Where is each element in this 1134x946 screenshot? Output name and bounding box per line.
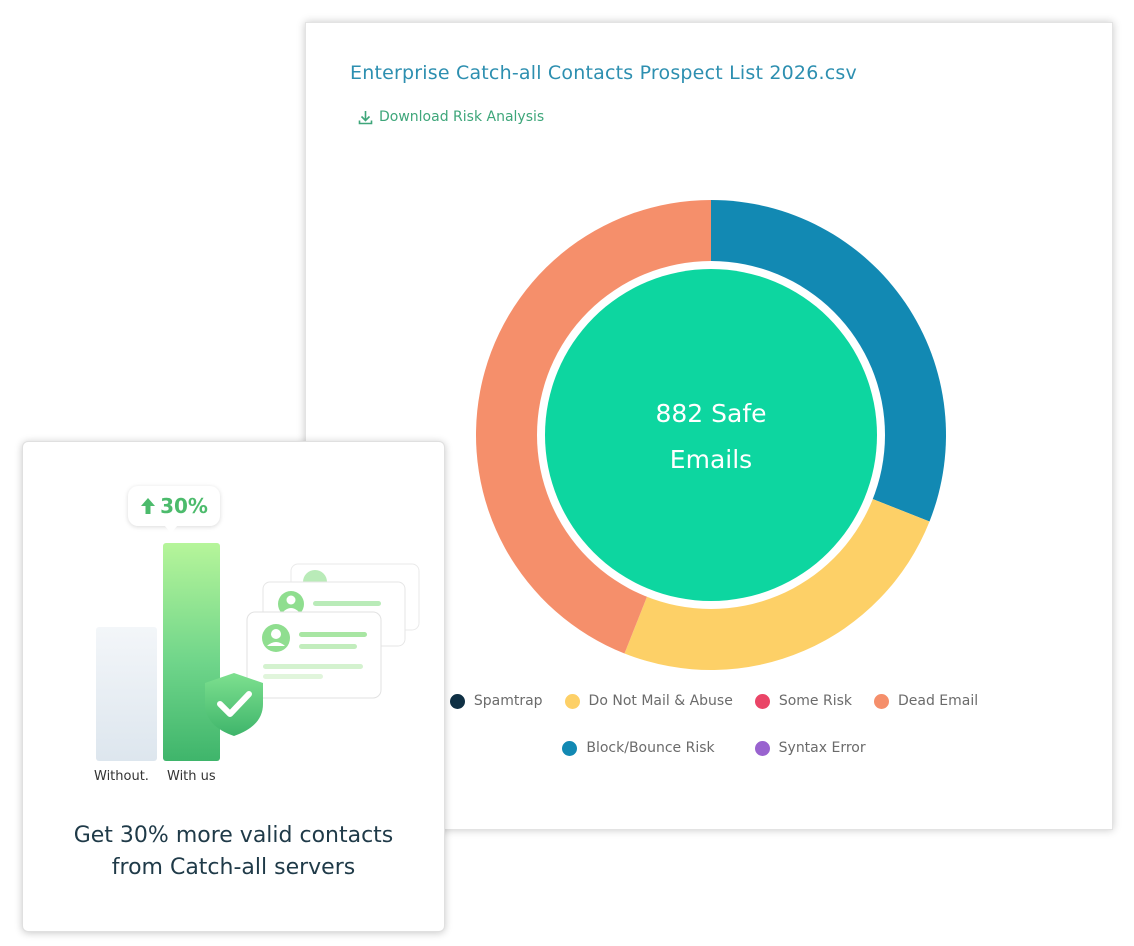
promo-card: 30% Without. With us Get 30% more valid … (22, 441, 445, 932)
legend-dot (754, 740, 770, 756)
legend-label: Dead Email (898, 693, 979, 709)
legend-row-2: Block/Bounce Risk Syntax Error (306, 740, 1112, 756)
legend-item-spamtrap[interactable]: Spamtrap (449, 693, 543, 709)
legend-label: Some Risk (778, 693, 852, 709)
center-label-line-1: 882 Safe (655, 399, 766, 428)
legend-item-do-not-mail[interactable]: Do Not Mail & Abuse (564, 693, 733, 709)
bar-with-label: With us (167, 769, 216, 784)
legend-dot (754, 693, 770, 709)
legend-item-block-bounce[interactable]: Block/Bounce Risk (562, 740, 715, 756)
download-icon (358, 110, 373, 124)
legend-label: Block/Bounce Risk (586, 740, 715, 756)
promo-headline: Get 30% more valid contacts from Catch-a… (23, 820, 444, 884)
promo-headline-line-2: from Catch-all servers (111, 855, 356, 880)
bar-without (96, 627, 157, 761)
legend-label: Do Not Mail & Abuse (588, 693, 733, 709)
contact-card-front (246, 611, 382, 699)
legend-label: Syntax Error (778, 740, 866, 756)
arrow-up-icon (141, 498, 156, 514)
growth-badge: 30% (128, 486, 220, 533)
legend-dot (874, 693, 889, 709)
bar-without-label: Without. (94, 769, 149, 784)
risk-report-card: Enterprise Catch-all Contacts Prospect L… (305, 22, 1113, 830)
download-risk-analysis-link[interactable]: Download Risk Analysis (358, 109, 544, 125)
badge-text: 30% (160, 494, 208, 518)
legend-row-1: Spamtrap Do Not Mail & Abuse Some Risk D… (306, 693, 1112, 709)
bar-with-us (163, 543, 220, 761)
legend-dot (564, 693, 580, 709)
promo-headline-line-1: Get 30% more valid contacts (73, 823, 394, 848)
legend-item-some-risk[interactable]: Some Risk (754, 693, 852, 709)
promo-illustration (96, 543, 420, 761)
file-title: Enterprise Catch-all Contacts Prospect L… (350, 62, 857, 84)
center-label-line-2: Emails (670, 445, 752, 474)
donut-chart: 882 Safe Emails (476, 200, 946, 670)
download-label: Download Risk Analysis (379, 109, 545, 125)
legend-item-syntax-error[interactable]: Syntax Error (754, 740, 866, 756)
legend-label: Spamtrap (473, 693, 543, 709)
shield-check-icon (205, 673, 263, 736)
safe-emails-circle (545, 269, 877, 601)
legend-dot (449, 693, 465, 709)
legend-item-dead-email[interactable]: Dead Email (874, 693, 978, 709)
legend-dot (562, 740, 578, 756)
